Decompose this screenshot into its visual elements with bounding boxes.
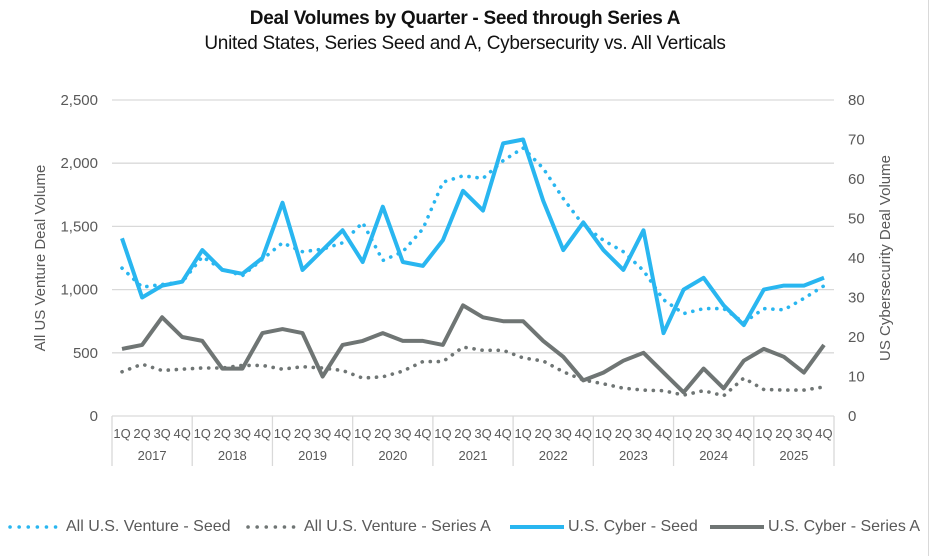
- x-quarter-label: 4Q: [334, 426, 351, 441]
- legend-swatch-cyber-seed: [508, 520, 564, 534]
- x-quarter-label: 3Q: [715, 426, 732, 441]
- y-right-tick-label: 20: [848, 329, 865, 346]
- series-line-all-u-s-venture-series-a: [120, 345, 826, 398]
- x-quarter-label: 3Q: [234, 426, 251, 441]
- x-quarter-label: 1Q: [675, 426, 692, 441]
- series-group: [121, 303, 826, 395]
- x-quarter-label: 4Q: [174, 426, 191, 441]
- y-right-tick-label: 0: [848, 408, 856, 425]
- x-quarter-label: 1Q: [514, 426, 531, 441]
- x-quarter-label: 4Q: [655, 426, 672, 441]
- y-right-tick-label: 70: [848, 132, 865, 149]
- x-quarter-label: 2Q: [775, 426, 792, 441]
- x-quarter-label: 2Q: [294, 426, 311, 441]
- y-axis-left-label: All US Venture Deal Volume: [32, 165, 49, 352]
- y-left-tick-label: 1,000: [60, 282, 98, 299]
- frame-border: [928, 0, 929, 556]
- series-line-all-u-s-venture-seed: [120, 146, 826, 325]
- x-quarter-label: 3Q: [314, 426, 331, 441]
- x-quarter-label: 1Q: [274, 426, 291, 441]
- x-year-label: 2017: [138, 448, 167, 463]
- x-quarter-label: 2Q: [535, 426, 552, 441]
- legend-swatch-all-series-a: [244, 520, 300, 534]
- x-quarter-label: 1Q: [595, 426, 612, 441]
- legend-label-cyber-series-a: U.S. Cyber - Series A: [768, 518, 921, 535]
- y-axis-right: 0 10 20 30 40 50 60 70 80: [848, 92, 865, 425]
- x-quarter-label: 2Q: [214, 426, 231, 441]
- y-right-tick-label: 50: [848, 211, 865, 228]
- x-quarter-label: 4Q: [414, 426, 431, 441]
- y-right-tick-label: 30: [848, 290, 865, 307]
- y-right-tick-label: 80: [848, 92, 865, 109]
- x-quarter-label: 3Q: [474, 426, 491, 441]
- y-axis-right-label: US Cybersecurity Deal Volume: [877, 155, 894, 361]
- x-year-label: 2020: [378, 448, 407, 463]
- legend-item-cyber-seed: U.S. Cyber - Seed: [508, 518, 698, 536]
- y-left-tick-label: 0: [90, 408, 98, 425]
- x-quarter-label: 2Q: [695, 426, 712, 441]
- x-quarter-label: 3Q: [795, 426, 812, 441]
- legend-item-all-seed: All U.S. Venture - Seed: [6, 518, 231, 536]
- y-left-tick-label: 2,500: [60, 92, 98, 109]
- x-year-label: 2019: [298, 448, 327, 463]
- x-year-label: 2023: [619, 448, 648, 463]
- y-right-tick-label: 10: [848, 369, 865, 386]
- legend-label-cyber-seed: U.S. Cyber - Seed: [568, 518, 698, 535]
- x-quarter-label: 1Q: [113, 426, 130, 441]
- y-axis-left: 0 500 1,000 1,500 2,000 2,500: [60, 92, 98, 425]
- series-lines: [120, 137, 826, 398]
- series-line-u-s-cyber-seed: [120, 137, 825, 336]
- x-quarter-label: 3Q: [555, 426, 572, 441]
- x-quarter-label: 4Q: [815, 426, 832, 441]
- series-line-u-s-cyber-series-a: [121, 303, 826, 395]
- x-year-label: 2022: [539, 448, 568, 463]
- x-quarter-label: 2Q: [374, 426, 391, 441]
- x-year-label: 2025: [779, 448, 808, 463]
- legend-label-all-seed: All U.S. Venture - Seed: [66, 518, 231, 535]
- y-left-tick-label: 2,000: [60, 155, 98, 172]
- legend-swatch-all-seed: [6, 520, 62, 534]
- x-year-label: 2021: [459, 448, 488, 463]
- x-quarter-label: 3Q: [153, 426, 170, 441]
- legend-label-all-series-a: All U.S. Venture - Series A: [304, 518, 491, 535]
- x-quarter-label: 1Q: [194, 426, 211, 441]
- chart-title: Deal Volumes by Quarter - Seed through S…: [249, 8, 681, 29]
- y-left-tick-label: 500: [73, 345, 98, 362]
- x-quarter-label: 2Q: [454, 426, 471, 441]
- x-quarter-label: 4Q: [735, 426, 752, 441]
- x-year-label: 2024: [699, 448, 728, 463]
- x-quarter-label: 1Q: [434, 426, 451, 441]
- x-quarter-label: 4Q: [494, 426, 511, 441]
- gridlines: [112, 99, 834, 354]
- x-quarter-label: 4Q: [575, 426, 592, 441]
- y-right-tick-label: 60: [848, 171, 865, 188]
- chart-subtitle: United States, Series Seed and A, Cybers…: [204, 33, 726, 54]
- series-group: [120, 146, 826, 325]
- y-left-tick-label: 1,500: [60, 218, 98, 235]
- x-quarter-label: 1Q: [755, 426, 772, 441]
- legend-item-all-series-a: All U.S. Venture - Series A: [244, 518, 491, 536]
- x-quarter-label: 3Q: [635, 426, 652, 441]
- legend: All U.S. Venture - Seed All U.S. Venture…: [0, 518, 930, 542]
- x-quarter-label: 2Q: [615, 426, 632, 441]
- x-quarter-label: 2Q: [133, 426, 150, 441]
- legend-item-cyber-series-a: U.S. Cyber - Series A: [708, 518, 920, 536]
- x-quarter-label: 4Q: [254, 426, 271, 441]
- y-right-tick-label: 40: [848, 250, 865, 267]
- series-group: [120, 345, 826, 398]
- x-year-label: 2018: [218, 448, 247, 463]
- series-group: [120, 137, 825, 336]
- x-quarter-label: 3Q: [394, 426, 411, 441]
- x-quarter-label: 1Q: [354, 426, 371, 441]
- legend-swatch-cyber-series-a: [708, 520, 764, 534]
